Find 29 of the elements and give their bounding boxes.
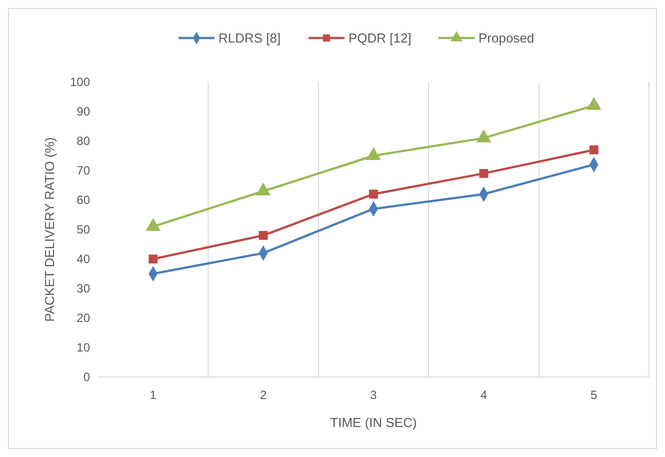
x-tick-label: 3	[370, 388, 378, 402]
x-axis-title: TIME (IN SEC)	[330, 415, 417, 430]
y-tick-label: 40	[76, 252, 90, 266]
y-tick-label: 30	[76, 282, 90, 296]
x-tick-label: 5	[590, 388, 598, 402]
x-tick-label: 4	[480, 388, 488, 402]
point	[366, 147, 381, 160]
x-tick-label: 2	[260, 388, 267, 402]
point	[589, 145, 598, 154]
point	[479, 168, 488, 178]
point	[258, 230, 268, 240]
point	[148, 254, 158, 264]
y-tick-label: 50	[76, 222, 90, 237]
point	[369, 190, 378, 199]
legend-label: PQDR [12]	[348, 30, 412, 46]
y-tick-label: 90	[76, 104, 90, 119]
y-tick-label: 60	[76, 193, 90, 208]
point	[476, 130, 492, 142]
y-tick-label: 20	[76, 311, 90, 326]
y-tick-label: 100	[70, 75, 90, 90]
y-axis-title: PACKET DELIVERY RATIO (%)	[42, 137, 57, 322]
y-tick-label: 70	[76, 164, 90, 178]
legend-label: Proposed	[478, 30, 534, 46]
y-tick-label: 0	[83, 370, 90, 384]
x-tick-label: 1	[150, 388, 157, 402]
legend-label: RLDRS [8]	[218, 30, 281, 46]
y-tick-label: 80	[76, 134, 90, 148]
point	[586, 97, 602, 110]
y-tick-label: 10	[76, 340, 90, 355]
